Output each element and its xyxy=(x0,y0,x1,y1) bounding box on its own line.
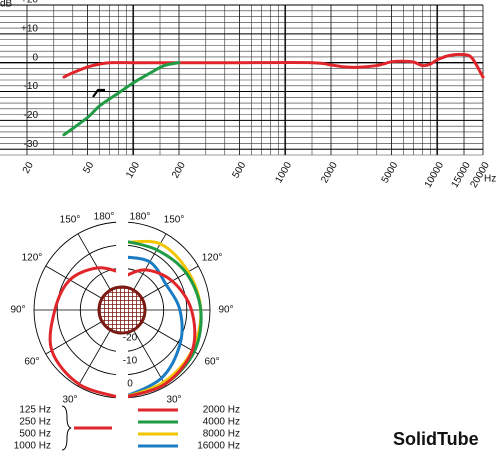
x-tick-label: 200 xyxy=(170,160,188,180)
y-tick-label: -10 xyxy=(24,81,39,92)
angle-label: 60° xyxy=(24,357,39,368)
ring-label: -20 xyxy=(123,332,138,343)
y-tick-label: +20 xyxy=(21,0,38,6)
legend-label: 1000 Hz xyxy=(14,441,51,452)
y-tick-label: 0 xyxy=(32,52,38,63)
y-tick-label: -20 xyxy=(24,110,39,121)
angle-label: 30° xyxy=(166,395,181,406)
brand: SolidTube xyxy=(393,429,479,449)
x-tick-label: 2000 xyxy=(319,160,340,185)
y-tick-label: +10 xyxy=(21,23,38,34)
x-tick-label: 10000 xyxy=(423,160,447,190)
angle-label: 120° xyxy=(22,253,43,264)
legend-label: 8000 Hz xyxy=(203,429,240,440)
y-axis-label: dB xyxy=(0,0,13,10)
legend-label: 2000 Hz xyxy=(203,405,240,416)
angle-label: 180° xyxy=(94,212,115,223)
x-tick-label: 100 xyxy=(124,160,142,180)
x-tick-label: 5000 xyxy=(380,160,401,185)
x-axis-label: Hz xyxy=(484,174,496,185)
legend-label: 4000 Hz xyxy=(203,417,240,428)
polar-curve xyxy=(121,255,184,400)
angle-label: 90° xyxy=(10,305,25,316)
angle-label: 90° xyxy=(218,305,233,316)
legend-brace xyxy=(61,405,72,451)
angle-label: 30° xyxy=(62,395,77,406)
angle-label: 150° xyxy=(60,215,81,226)
mic-head xyxy=(97,285,147,335)
legend-label: 500 Hz xyxy=(19,429,51,440)
x-tick-label: 50 xyxy=(81,160,96,176)
response-curve xyxy=(62,52,485,79)
polar-curve xyxy=(48,266,123,400)
y-tick-label: -30 xyxy=(24,139,39,150)
x-tick-label: 500 xyxy=(231,160,249,180)
legend-label: 16000 Hz xyxy=(197,441,240,452)
angle-label: 150° xyxy=(164,215,185,226)
ring-label: -10 xyxy=(123,355,138,366)
legend-label: 250 Hz xyxy=(19,417,51,428)
angle-label: 60° xyxy=(205,357,220,368)
legend-label: 125 Hz xyxy=(19,405,51,416)
response-curve xyxy=(62,61,181,137)
angle-label: 120° xyxy=(202,253,223,264)
ring-label: 0 xyxy=(127,379,133,390)
angle-label: 180° xyxy=(130,212,151,223)
x-tick-label: 1000 xyxy=(273,160,294,185)
polar-curve xyxy=(121,268,197,400)
filter-icon xyxy=(92,88,105,98)
x-tick-label: 20 xyxy=(21,160,36,176)
